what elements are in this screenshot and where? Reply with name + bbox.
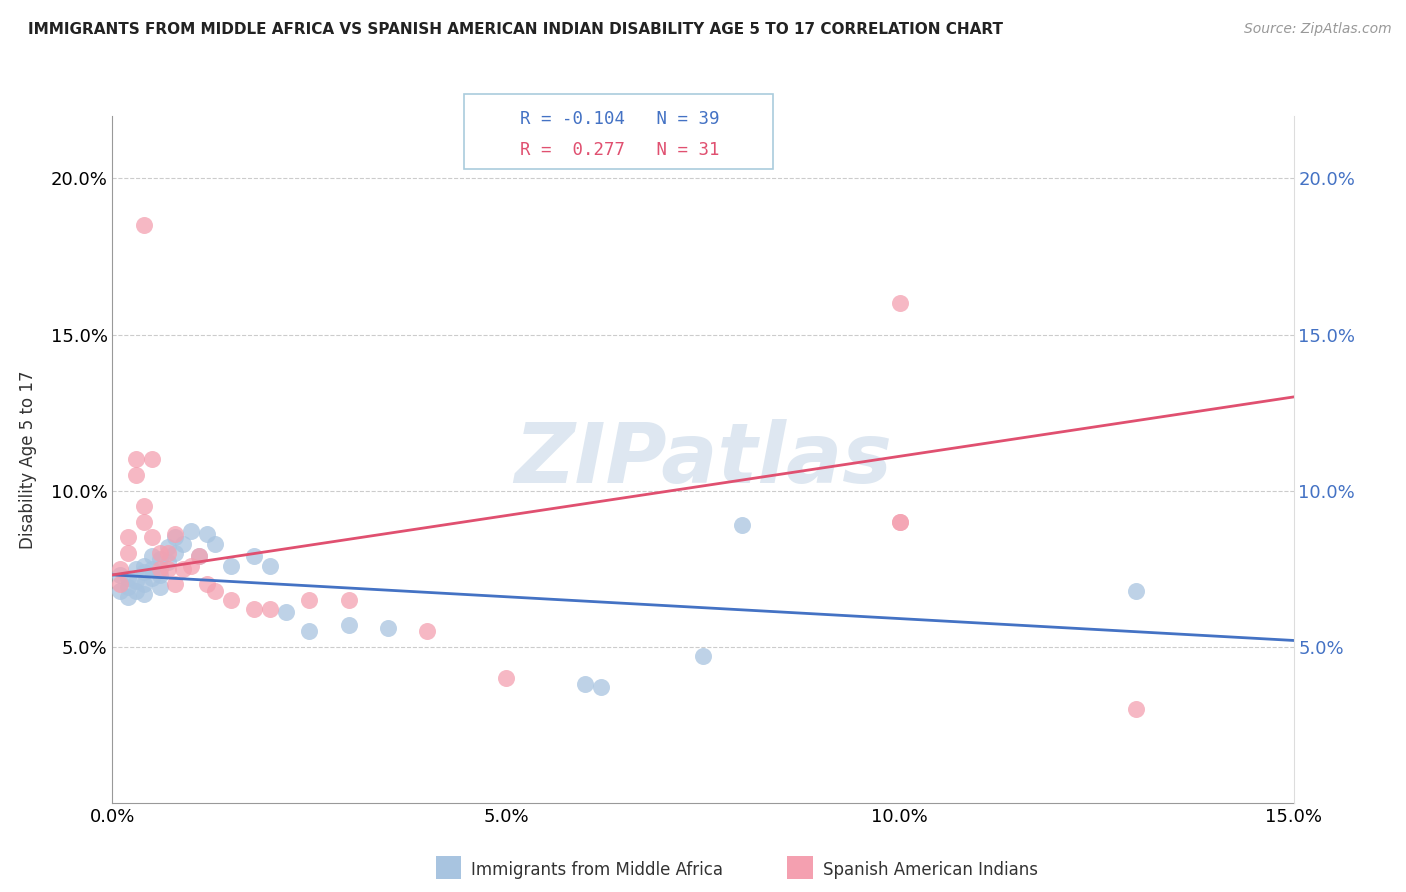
Point [889, 515, 911, 529]
Point [132, 565, 155, 579]
Point [132, 500, 155, 514]
Text: Spanish American Indians: Spanish American Indians [823, 861, 1038, 879]
Point [125, 562, 148, 576]
Point [298, 592, 321, 607]
Point [889, 515, 911, 529]
Point [156, 562, 179, 576]
Point [377, 621, 399, 635]
Point [117, 590, 139, 604]
Text: Immigrants from Middle Africa: Immigrants from Middle Africa [471, 861, 723, 879]
Point [125, 583, 148, 598]
Point [1125, 583, 1147, 598]
Point [180, 558, 202, 573]
Point [149, 546, 172, 560]
Point [156, 540, 179, 554]
Point [337, 617, 360, 632]
Point [589, 680, 612, 694]
Point [219, 558, 242, 573]
Point [132, 515, 155, 529]
Y-axis label: Disability Age 5 to 17: Disability Age 5 to 17 [18, 370, 37, 549]
Point [125, 452, 148, 467]
Point [156, 555, 179, 570]
Point [141, 452, 163, 467]
Point [243, 549, 266, 564]
Point [156, 546, 179, 560]
Point [1125, 702, 1147, 716]
Point [132, 577, 155, 591]
Point [574, 677, 596, 691]
Point [337, 592, 360, 607]
Point [188, 549, 211, 564]
Text: R =  0.277   N = 31: R = 0.277 N = 31 [520, 141, 720, 159]
Text: ZIPatlas: ZIPatlas [515, 419, 891, 500]
Point [149, 552, 172, 566]
Point [274, 605, 297, 619]
Point [132, 587, 155, 601]
Point [132, 219, 155, 233]
Point [172, 562, 194, 576]
Point [141, 530, 163, 544]
Point [195, 577, 218, 591]
Point [132, 558, 155, 573]
Point [204, 583, 226, 598]
Point [195, 527, 218, 541]
Point [731, 517, 754, 532]
Point [495, 671, 517, 685]
Point [180, 524, 202, 539]
Point [141, 562, 163, 576]
Point [416, 624, 439, 639]
Point [117, 581, 139, 595]
Point [125, 468, 148, 483]
Point [117, 571, 139, 585]
Point [219, 592, 242, 607]
Point [165, 546, 187, 560]
Point [149, 581, 172, 595]
Point [243, 602, 266, 616]
Point [298, 624, 321, 639]
Point [125, 574, 148, 589]
Point [117, 530, 139, 544]
Text: IMMIGRANTS FROM MIDDLE AFRICA VS SPANISH AMERICAN INDIAN DISABILITY AGE 5 TO 17 : IMMIGRANTS FROM MIDDLE AFRICA VS SPANISH… [28, 22, 1002, 37]
Point [110, 583, 132, 598]
Point [141, 571, 163, 585]
Point [165, 577, 187, 591]
Point [165, 530, 187, 544]
Point [141, 549, 163, 564]
Point [204, 537, 226, 551]
Point [110, 562, 132, 576]
Point [188, 549, 211, 564]
Point [110, 577, 132, 591]
Point [117, 546, 139, 560]
Point [259, 558, 281, 573]
Text: Source: ZipAtlas.com: Source: ZipAtlas.com [1244, 22, 1392, 37]
Point [110, 568, 132, 582]
Point [889, 296, 911, 310]
Point [149, 568, 172, 582]
Point [172, 537, 194, 551]
Point [165, 527, 187, 541]
Point [259, 602, 281, 616]
Point [692, 649, 714, 664]
Text: R = -0.104   N = 39: R = -0.104 N = 39 [520, 110, 720, 128]
Point [149, 562, 172, 576]
